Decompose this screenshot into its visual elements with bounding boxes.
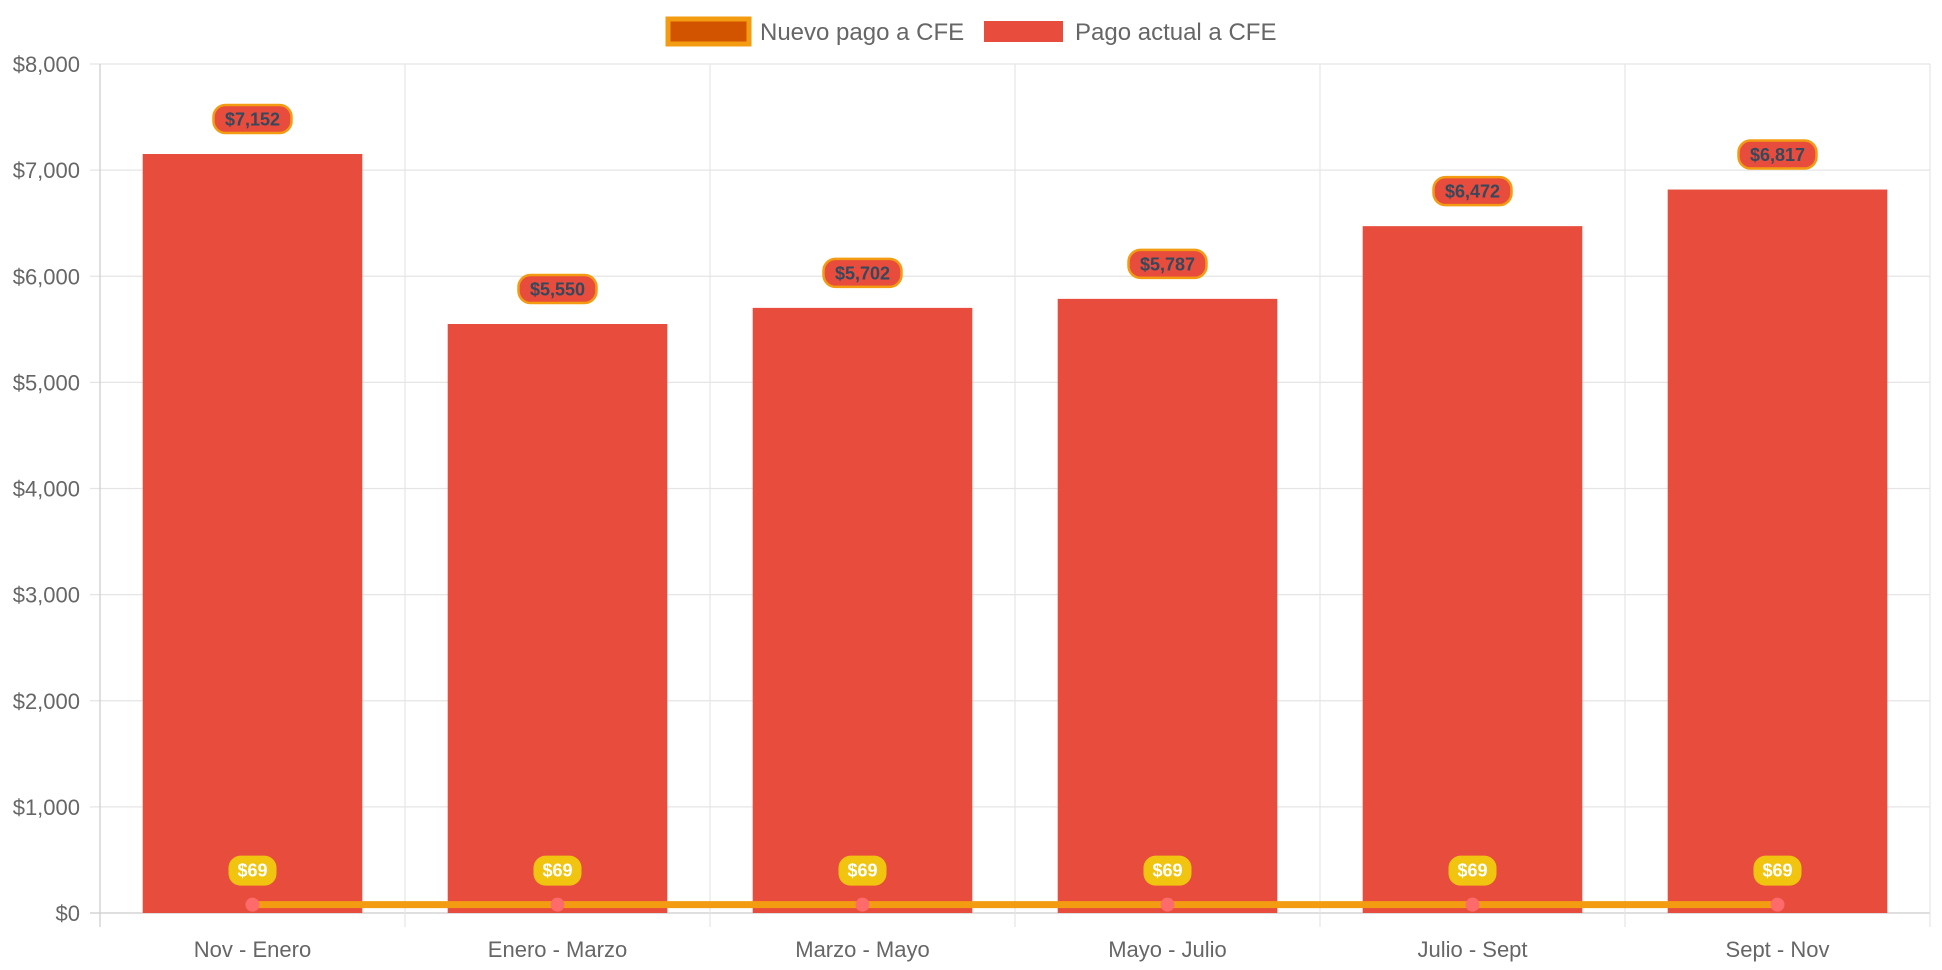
bar-data-label-box: [1737, 139, 1818, 170]
x-tick-label: Marzo - Mayo: [795, 937, 929, 962]
line-point: [245, 897, 260, 912]
legend: Nuevo pago a CFE Pago actual a CFE: [665, 16, 1276, 47]
legend-item-line-series[interactable]: Nuevo pago a CFE: [665, 16, 964, 47]
legend-item-bar-series[interactable]: Pago actual a CFE: [984, 19, 1276, 46]
bar: [1057, 298, 1278, 913]
grid-lines: [90, 63, 1931, 927]
line-data-label: $69: [838, 855, 887, 886]
y-tick-label: $1,000: [13, 795, 80, 820]
line-data-label: $69: [228, 855, 277, 886]
bar: [1667, 189, 1888, 913]
line-data-label-text: $69: [1457, 861, 1487, 881]
y-tick-label: $6,000: [13, 264, 80, 289]
bar-data-label-box: [517, 273, 598, 305]
y-tick-label: $4,000: [13, 477, 80, 502]
line-data-label: $69: [1143, 855, 1192, 886]
bar-data-label-box: [822, 257, 903, 289]
bar-data-label-text: $7,152: [225, 109, 280, 129]
line-data-label: $69: [1753, 855, 1802, 886]
x-tick-label: Nov - Enero: [194, 937, 311, 962]
bar: [1362, 226, 1583, 913]
line-data-label-box: [1448, 855, 1497, 886]
bar-data-label-box: [212, 103, 293, 135]
y-tick-label: $5,000: [13, 370, 80, 395]
legend-swatch-bar-series: [984, 21, 1063, 42]
data-labels: $7,152 $5,550 $5,702 $5,787 $6,472 $6,817 $69 $…: [212, 103, 1818, 886]
line-data-label-box: [1143, 855, 1192, 886]
y-tick-label: $2,000: [13, 689, 80, 714]
line-data-label-text: $69: [847, 861, 877, 881]
line-series: [245, 897, 1785, 912]
bar-data-label-box: [1432, 175, 1513, 207]
line-data-label-text: $69: [542, 861, 572, 881]
legend-label-line-series: Nuevo pago a CFE: [760, 19, 964, 46]
bar-data-label-text: $6,817: [1750, 145, 1805, 165]
line-data-label: $69: [533, 855, 582, 886]
bar: [142, 153, 363, 913]
y-tick-label: $0: [56, 901, 80, 926]
bar-data-label: $5,787: [1127, 248, 1208, 280]
line-data-label-box: [838, 855, 887, 886]
legend-swatch-line-series: [665, 16, 752, 47]
line-point: [1465, 897, 1480, 912]
line-data-label-box: [228, 855, 277, 886]
x-tick-label: Mayo - Julio: [1108, 937, 1227, 962]
bar: [752, 307, 973, 913]
bar-data-label-text: $5,702: [835, 263, 890, 283]
x-axis-ticks: Nov - Enero Enero - Marzo Marzo - Mayo Mayo…: [194, 937, 1830, 962]
bar-data-label: $6,817: [1737, 139, 1818, 170]
bar-data-label-text: $5,787: [1140, 254, 1195, 274]
line-point: [855, 897, 870, 912]
x-tick-label: Enero - Marzo: [488, 937, 627, 962]
x-tick-label: Sept - Nov: [1726, 937, 1830, 962]
bar-data-label: $6,472: [1432, 175, 1513, 207]
bar-data-label: $7,152: [212, 103, 293, 135]
line-point: [550, 897, 565, 912]
line-data-label-text: $69: [237, 861, 267, 881]
line-data-label-text: $69: [1762, 861, 1792, 881]
bar-data-label: $5,702: [822, 257, 903, 289]
line-data-label-box: [1753, 855, 1802, 886]
bar-data-label: $5,550: [517, 273, 598, 305]
y-tick-label: $8,000: [13, 52, 80, 77]
y-tick-label: $3,000: [13, 583, 80, 608]
line-point: [1770, 897, 1785, 912]
line-point: [1160, 897, 1175, 912]
line-data-label: $69: [1448, 855, 1497, 886]
y-tick-label: $7,000: [13, 158, 80, 183]
bar: [447, 324, 668, 914]
bar-data-label-text: $6,472: [1445, 182, 1500, 202]
bar-data-label-box: [1127, 248, 1208, 280]
bar-series: [142, 153, 1888, 914]
legend-label-bar-series: Pago actual a CFE: [1075, 19, 1276, 46]
line-data-label-text: $69: [1152, 861, 1182, 881]
x-tick-label: Julio - Sept: [1417, 937, 1527, 962]
bar-data-label-text: $5,550: [530, 280, 585, 300]
y-axis-ticks: $0 $1,000 $2,000 $3,000 $4,000 $5,000 $6,000 $7…: [13, 52, 80, 926]
line-data-label-box: [533, 855, 582, 886]
